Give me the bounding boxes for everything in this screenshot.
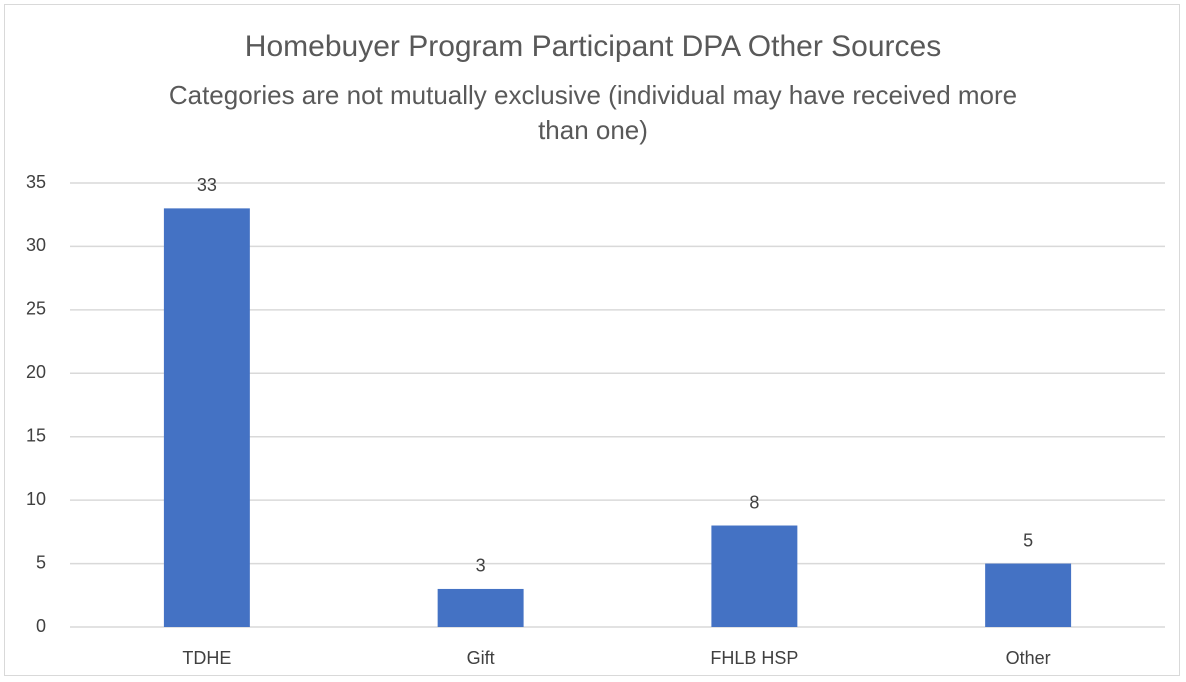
data-label: 3 <box>476 556 486 576</box>
bar <box>163 208 250 627</box>
data-label: 5 <box>1023 530 1033 550</box>
y-tick-label: 20 <box>26 362 46 382</box>
chart-subtitle: Categories are not mutually exclusive (i… <box>168 80 1018 145</box>
chart-frame <box>4 4 1180 676</box>
x-tick-label: FHLB HSP <box>710 648 798 668</box>
y-tick-label: 25 <box>26 299 46 319</box>
x-tick-label: Other <box>1006 648 1051 668</box>
y-tick-label: 15 <box>26 425 46 445</box>
x-tick-label: Gift <box>467 648 495 668</box>
y-tick-label: 0 <box>36 616 46 636</box>
bar <box>711 525 798 627</box>
y-tick-label: 30 <box>26 235 46 255</box>
x-tick-label: TDHE <box>182 648 231 668</box>
chart-title: Homebuyer Program Participant DPA Other … <box>244 30 942 63</box>
data-label: 8 <box>749 492 759 512</box>
bar <box>985 563 1072 627</box>
y-tick-label: 10 <box>26 489 46 509</box>
y-tick-label: 5 <box>36 552 46 572</box>
y-tick-label: 35 <box>26 172 46 192</box>
data-label: 33 <box>197 175 217 195</box>
bar <box>437 588 524 627</box>
